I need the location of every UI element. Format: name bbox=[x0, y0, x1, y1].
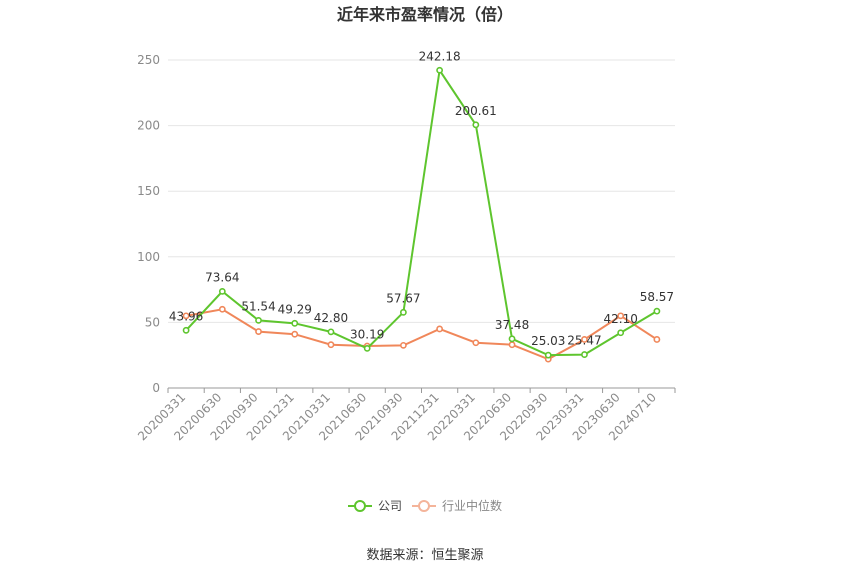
data-label-company: 43.96 bbox=[169, 309, 203, 323]
data-label-company: 25.47 bbox=[567, 334, 601, 348]
data-label-company: 200.61 bbox=[455, 104, 497, 118]
y-tick-label: 0 bbox=[152, 381, 160, 395]
point-company bbox=[399, 308, 407, 316]
x-axis: 2020033120200630202009302020123120210331… bbox=[135, 387, 676, 443]
point-company bbox=[472, 121, 480, 129]
data-label-company: 242.18 bbox=[419, 49, 461, 63]
legend: 公司 行业中位数 bbox=[348, 498, 502, 513]
point-company bbox=[581, 351, 588, 358]
point-industry-median bbox=[436, 325, 444, 333]
point-company bbox=[617, 329, 625, 337]
point-industry-median bbox=[255, 328, 262, 335]
point-industry-median bbox=[653, 336, 661, 343]
data-label-company: 37.48 bbox=[495, 318, 529, 332]
point-industry-median bbox=[399, 341, 407, 349]
point-company bbox=[436, 66, 444, 74]
legend-marker-company bbox=[354, 500, 366, 512]
legend-label-company: 公司 bbox=[378, 499, 402, 513]
y-tick-label: 250 bbox=[137, 53, 160, 67]
data-source: 数据来源：恒生聚源 bbox=[366, 548, 483, 563]
point-company bbox=[544, 351, 552, 359]
y-tick-label: 100 bbox=[137, 250, 160, 264]
legend-item-company[interactable]: 公司 bbox=[348, 499, 402, 513]
data-label-company: 57.67 bbox=[386, 291, 420, 305]
y-axis: 0 50 100 150 200 250 bbox=[137, 53, 160, 395]
legend-marker-industry-median bbox=[418, 500, 430, 512]
point-industry-median bbox=[291, 330, 299, 338]
point-industry-median bbox=[472, 339, 480, 347]
point-company bbox=[291, 319, 299, 327]
chart-title: 近年来市盈率情况（倍） bbox=[337, 5, 513, 24]
data-label-company: 49.29 bbox=[278, 302, 312, 316]
point-company bbox=[508, 335, 516, 343]
data-label-company: 73.64 bbox=[205, 270, 239, 284]
data-label-company: 51.54 bbox=[241, 299, 275, 313]
data-label-company: 42.80 bbox=[314, 311, 348, 325]
y-tick-label: 50 bbox=[145, 315, 160, 329]
point-industry-median bbox=[508, 341, 516, 349]
series-line-company bbox=[185, 67, 658, 357]
point-industry-median bbox=[581, 336, 588, 343]
data-label-company: 58.57 bbox=[640, 290, 674, 304]
point-company bbox=[218, 287, 226, 295]
series-line-industry-median bbox=[185, 308, 658, 361]
data-label-company: 42.10 bbox=[603, 312, 637, 326]
point-company bbox=[255, 316, 262, 324]
y-tick-label: 200 bbox=[137, 119, 160, 133]
point-industry-median bbox=[182, 312, 190, 320]
y-tick-label: 150 bbox=[137, 184, 160, 198]
legend-item-industry-median[interactable]: 行业中位数 bbox=[412, 498, 502, 513]
legend-label-industry-median: 行业中位数 bbox=[442, 498, 502, 513]
data-label-company: 25.03 bbox=[531, 334, 565, 348]
point-company bbox=[363, 344, 371, 352]
point-company bbox=[653, 307, 661, 315]
point-company bbox=[182, 326, 190, 334]
point-company bbox=[327, 328, 335, 336]
point-industry-median bbox=[617, 312, 625, 320]
series-layer bbox=[182, 66, 661, 363]
point-industry-median bbox=[218, 305, 226, 313]
data-label-company: 30.19 bbox=[350, 327, 384, 341]
point-industry-median bbox=[327, 341, 335, 349]
